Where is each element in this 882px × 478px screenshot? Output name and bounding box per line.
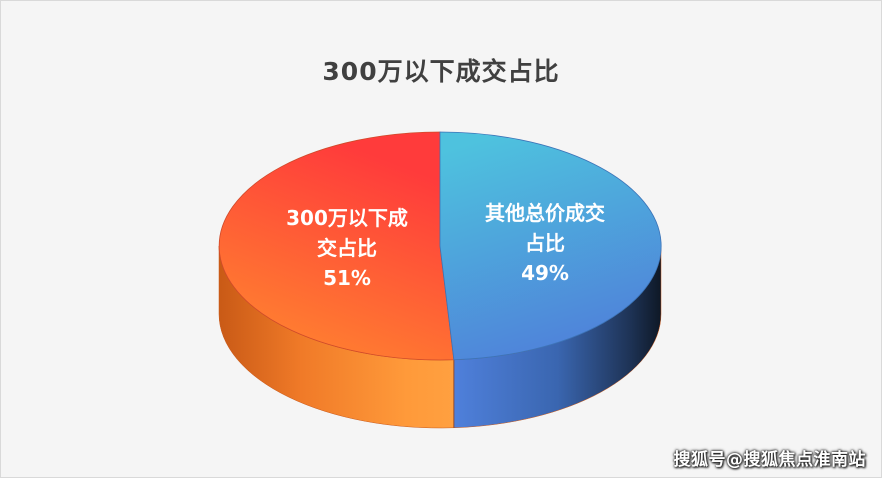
- watermark: 搜狐号@搜狐焦点淮南站: [673, 450, 866, 470]
- slice-value-other: 49%: [521, 261, 569, 285]
- slice-label-300-line2: 交占比: [317, 236, 377, 260]
- slice-value-300: 51%: [323, 266, 371, 290]
- slice-label-other-line2: 占比: [525, 231, 565, 255]
- slice-label-other: 其他总价成交 占比 49%: [460, 198, 630, 288]
- pie-slice-300: [218, 131, 455, 361]
- slice-label-300-line1: 300万以下成: [286, 206, 408, 230]
- slice-label-300: 300万以下成 交占比 51%: [262, 203, 432, 293]
- pie-slice-other: [439, 131, 662, 361]
- chart-title: 300万以下成交占比: [322, 57, 560, 86]
- slice-label-other-line1: 其他总价成交: [485, 201, 605, 225]
